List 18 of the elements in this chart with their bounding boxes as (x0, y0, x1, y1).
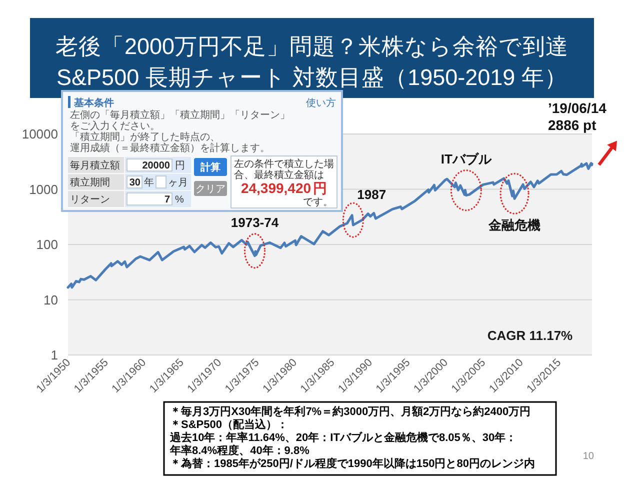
text: 過去10年：年率11.64%、20年：ITバブルと金融危機で8.05％、30年：年率8.4%程度、40年：9.8% (169, 431, 517, 457)
y-tick-label: 10000 (22, 126, 58, 142)
annotation: 1973-74 (230, 214, 280, 230)
annotation: ’19/06/14 2886 pt (548, 100, 607, 133)
y-tick-label: 10 (44, 292, 58, 308)
annotation: ITバブル (440, 151, 492, 166)
text: ＊為替：1985年が250円/ドル程度で1990年以降は150円と80円のレンジ内 (170, 457, 535, 470)
y-tick-label: 1000 (29, 182, 58, 197)
annotation: CAGR 11.17% (487, 328, 574, 343)
text: ＊毎月3万円X30年間を年利7%＝約3000万円、月額2万円なら約2400万円 (170, 405, 531, 418)
annotation: 金融危機 (488, 218, 541, 233)
chart-subtitle: S&P500 長期チャート 対数目盛（1950-2019 年） (56, 65, 568, 90)
y-tick-label: 100 (36, 237, 58, 252)
chart-title: 老後「2000万円不足」問題？米株なら余裕で到達 (55, 34, 569, 59)
text: ＊S&P500（配当込）： (170, 418, 288, 431)
annotation: 1987 (357, 187, 386, 202)
y-tick-label: 1 (50, 348, 58, 362)
text: 10 (582, 451, 594, 462)
